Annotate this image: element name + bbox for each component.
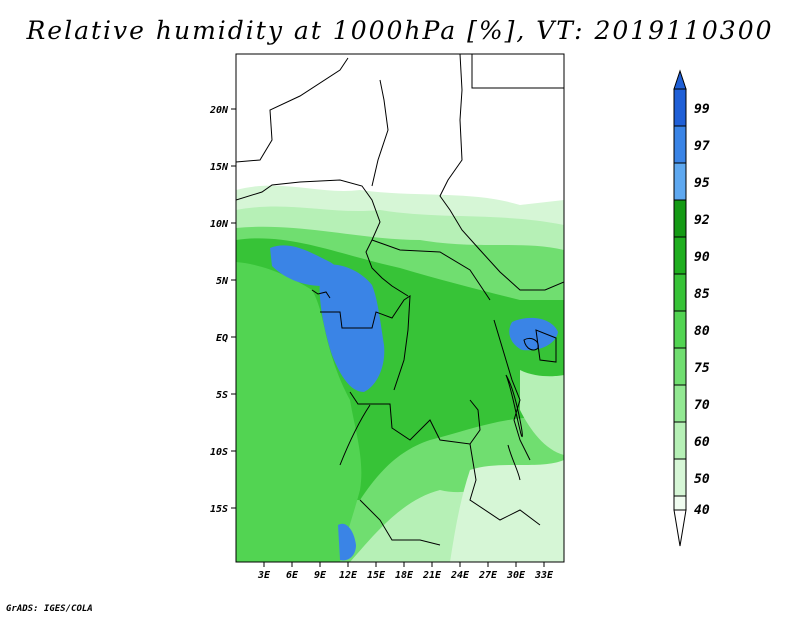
- colorbar-segment-90: [673, 236, 687, 275]
- lon-label-27e: 27E: [478, 570, 498, 581]
- humid-patch-coastal-south: [338, 523, 356, 561]
- colorbar-label-92: 92: [694, 213, 710, 228]
- colorbar-label-97: 97: [694, 139, 710, 154]
- colorbar-top-arrow: [673, 69, 687, 90]
- lon-label-6e: 6E: [286, 570, 299, 581]
- ocean-region: [236, 262, 362, 562]
- dry-patch-east: [450, 460, 564, 562]
- chart-title: Relative humidity at 1000hPa [%], VT: 20…: [26, 16, 774, 45]
- colorbar-bottom-arrow: [673, 509, 687, 547]
- lon-label-9e: 9E: [314, 570, 327, 581]
- colorbar-label-95: 95: [694, 176, 710, 191]
- lon-label-3e: 3E: [257, 570, 271, 581]
- colorbar-segment-99: [673, 88, 687, 127]
- colorbar-segment-85: [673, 273, 687, 312]
- lon-label-12e: 12E: [339, 570, 358, 581]
- colorbar-label-90: 90: [694, 250, 710, 265]
- dry-patch-east-high: [520, 370, 564, 455]
- colorbar-segment-60: [673, 421, 687, 460]
- colorbar-segment-95: [673, 162, 687, 201]
- country-borders: [236, 54, 564, 546]
- colorbar-segment-75: [673, 347, 687, 386]
- lat-label-5s: 5S: [216, 390, 228, 401]
- lat-label-15s: 15S: [210, 504, 228, 515]
- colorbar-label-70: 70: [694, 398, 710, 413]
- colorbar-segment-97: [673, 125, 687, 164]
- lat-label-5n: 5N: [216, 276, 229, 287]
- colorbar: [673, 69, 687, 547]
- lon-label-15e: 15E: [367, 570, 386, 581]
- colorbar-segment-70: [673, 384, 687, 423]
- colorbar-label-80: 80: [694, 324, 710, 339]
- grads-credit: GrADS: IGES/COLA: [6, 604, 93, 614]
- colorbar-label-60: 60: [694, 435, 710, 450]
- lon-label-18e: 18E: [395, 570, 414, 581]
- colorbar-segment-50: [673, 458, 687, 497]
- humid-patch-lake-victoria: [509, 317, 558, 351]
- colorbar-label-40: 40: [694, 503, 710, 518]
- lon-label-33e: 33E: [534, 570, 554, 581]
- map-frame: [235, 53, 565, 563]
- lat-label-20n: 20N: [209, 105, 229, 116]
- lat-label-eq: EQ: [216, 333, 228, 344]
- lat-label-10s: 10S: [210, 447, 228, 458]
- colorbar-label-75: 75: [694, 361, 710, 376]
- humidity-field: [236, 54, 564, 562]
- lon-label-24e: 24E: [450, 570, 470, 581]
- colorbar-label-50: 50: [694, 472, 710, 487]
- colorbar-segment-92: [673, 199, 687, 238]
- colorbar-segment-80: [673, 310, 687, 349]
- colorbar-segment-40: [673, 495, 687, 511]
- lat-label-10n: 10N: [210, 219, 229, 230]
- lat-label-15n: 15N: [210, 162, 229, 173]
- lon-ticks: [263, 562, 545, 567]
- colorbar-label-85: 85: [694, 287, 710, 302]
- lake-outlines: [505, 337, 539, 481]
- lon-label-30e: 30E: [506, 570, 526, 581]
- lat-ticks: [231, 108, 236, 509]
- colorbar-label-99: 99: [694, 102, 710, 117]
- lon-label-21e: 21E: [422, 570, 442, 581]
